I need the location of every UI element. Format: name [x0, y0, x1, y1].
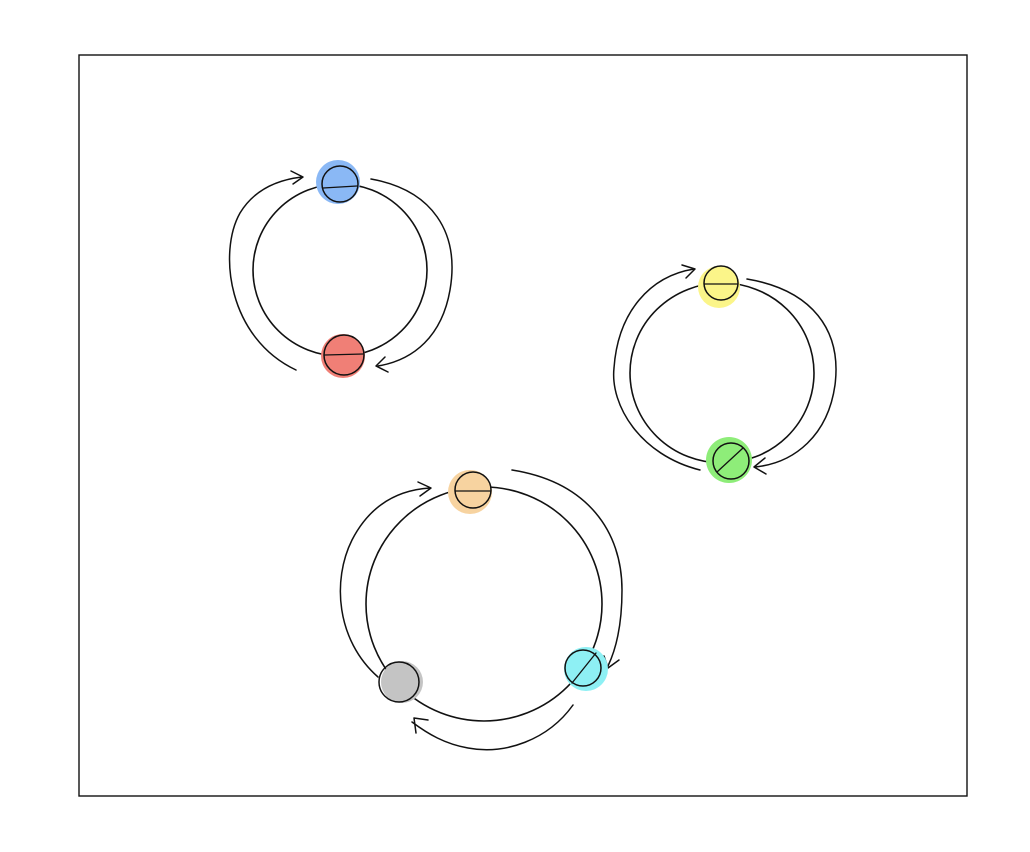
orange-node: [448, 470, 492, 514]
diagram-frame: [78, 54, 968, 797]
flow-arrow-gray-to-orange: [339, 487, 431, 678]
arrowhead: [413, 717, 429, 734]
cyan-node: [564, 647, 608, 691]
yellow-node: [698, 265, 740, 308]
arrowhead: [681, 264, 696, 279]
flow-arrow-orange-to-cyan: [511, 469, 623, 667]
green-node: [706, 437, 752, 483]
flow-arrow-blue-to-red: [370, 178, 453, 367]
arrowhead: [290, 170, 304, 185]
red-node: [321, 334, 365, 378]
flow-arrow-cyan-to-gray: [411, 704, 574, 751]
cycle-three-orange-cyan-gray: [339, 469, 623, 751]
cycle-two-yellow-green: [612, 264, 837, 483]
gray-node: [378, 661, 423, 703]
cycle-two-blue-red: [228, 160, 453, 378]
flow-arrow-yellow-to-green: [746, 278, 837, 468]
arrowhead: [753, 457, 767, 475]
blue-node: [316, 160, 360, 204]
flow-arrow-green-to-yellow: [612, 268, 701, 471]
arrowhead: [375, 356, 389, 373]
flow-arrow-red-to-blue: [228, 176, 303, 371]
arrowhead: [417, 481, 432, 497]
